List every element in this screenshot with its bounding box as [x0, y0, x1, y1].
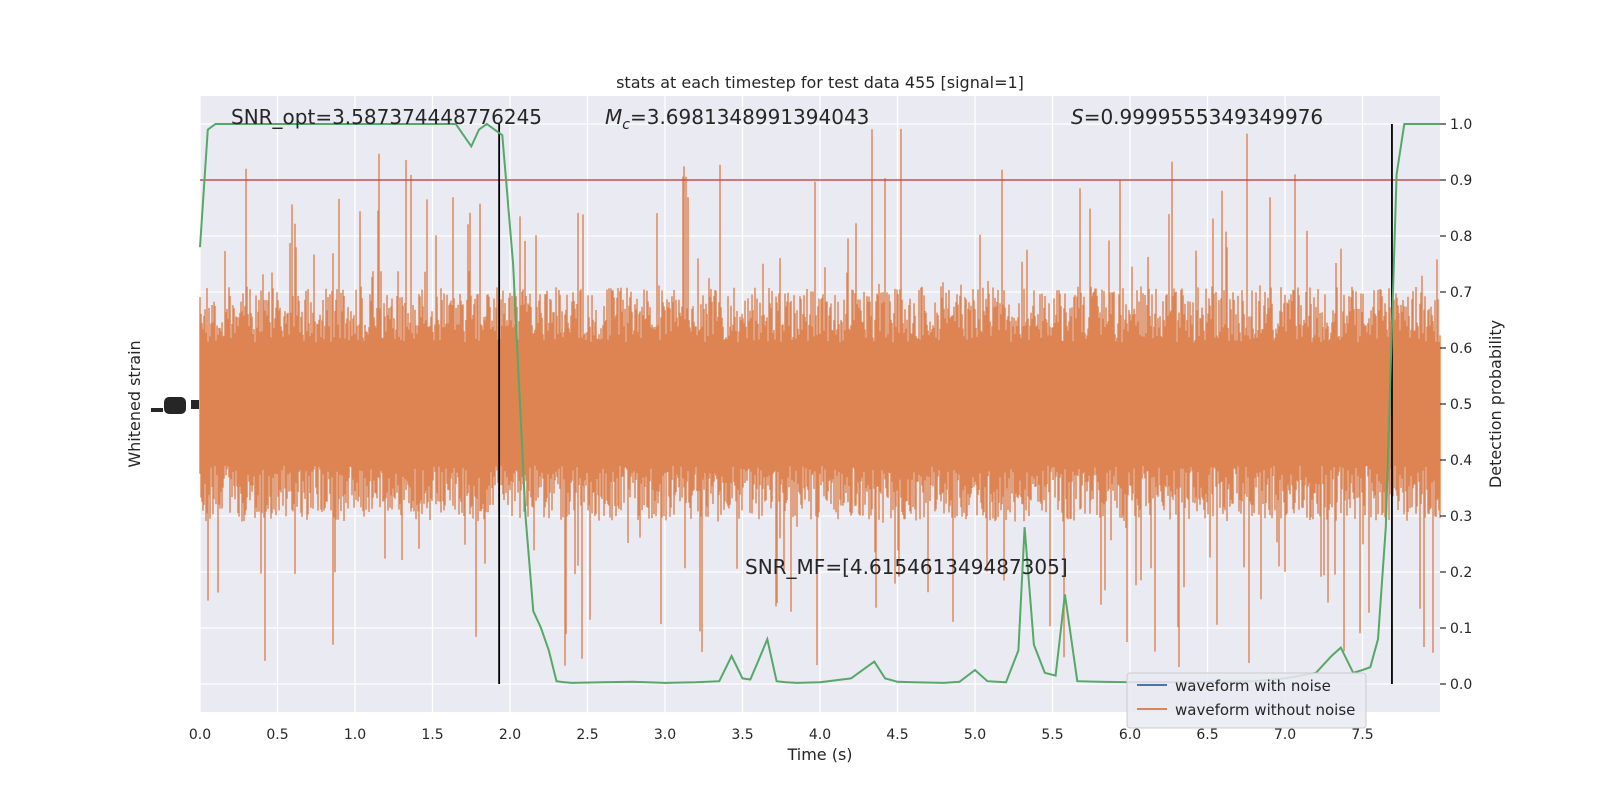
- x-tick-label: 4.0: [809, 727, 831, 743]
- y-axis-label-right: Detection probability: [1486, 320, 1505, 488]
- annotation-snr-opt: SNR_opt=3.587374448776245: [231, 105, 542, 129]
- x-tick-label: 2.5: [576, 727, 598, 743]
- y-tick-label: 0.8: [1450, 229, 1472, 245]
- y-tick-label: 0.1: [1450, 621, 1472, 637]
- x-tick-label: 3.0: [654, 727, 676, 743]
- y-tick-label: 0.4: [1450, 453, 1472, 469]
- x-tick-label: 5.5: [1041, 727, 1063, 743]
- x-tick-label: 6.0: [1119, 727, 1141, 743]
- y-tick-label: 0.2: [1450, 565, 1472, 581]
- x-tick-label: 0.0: [189, 727, 211, 743]
- left-axis-clutter: [151, 397, 199, 414]
- legend: waveform with noise waveform without noi…: [1126, 672, 1367, 729]
- legend-label-with-noise: waveform with noise: [1175, 677, 1331, 695]
- y-tick-label: 0.3: [1450, 509, 1472, 525]
- legend-box: [1126, 672, 1367, 729]
- x-tick-label: 7.0: [1274, 727, 1296, 743]
- left-tick-blob: [191, 400, 199, 409]
- x-tick-label: 2.0: [499, 727, 521, 743]
- y-axis-label-left: Whitened strain: [125, 340, 144, 467]
- x-tick-label: 6.5: [1196, 727, 1218, 743]
- x-tick-label: 1.5: [421, 727, 443, 743]
- y-tick-label: 0.6: [1450, 341, 1472, 357]
- x-tick-label: 5.0: [964, 727, 986, 743]
- annotation-chirp-mass: Mc=3.6981348991394043: [605, 105, 869, 133]
- left-tick-blob: [164, 397, 186, 414]
- annotation-snr-mf: SNR_MF=[4.615461349487305]: [745, 555, 1068, 579]
- x-tick-label: 3.5: [731, 727, 753, 743]
- y-tick-label: 0.5: [1450, 397, 1472, 413]
- y-tick-label: 0.0: [1450, 677, 1472, 693]
- annotation-s: S=0.9999555349349976: [1071, 105, 1323, 129]
- strain-band-core: [200, 342, 1440, 466]
- chart-title: stats at each timestep for test data 455…: [616, 73, 1024, 92]
- y-tick-label: 0.7: [1450, 285, 1472, 301]
- x-axis-ticks: 0.0 0.5 1.0 1.5 2.0 2.5 3.0 3.5 4.0 4.5 5.0 5.5 6.0 6…: [189, 727, 1374, 743]
- x-tick-label: 4.5: [886, 727, 908, 743]
- x-tick-label: 1.0: [344, 727, 366, 743]
- x-tick-label: 7.5: [1351, 727, 1373, 743]
- y-tick-label: 0.9: [1450, 173, 1472, 189]
- marker-lines: [498, 124, 1393, 684]
- legend-label-without-noise: waveform without noise: [1175, 701, 1355, 719]
- x-axis-label: Time (s): [786, 745, 852, 764]
- x-tick-label: 0.5: [266, 727, 288, 743]
- y-axis-ticks-right: 0.0 0.1 0.2 0.3 0.4 0.5 0.6 0.7 0.8 0.9 1.0: [1440, 117, 1472, 693]
- y-tick-label: 1.0: [1450, 117, 1472, 133]
- left-tick-blob: [151, 408, 163, 412]
- strain-series: [199, 128, 1441, 667]
